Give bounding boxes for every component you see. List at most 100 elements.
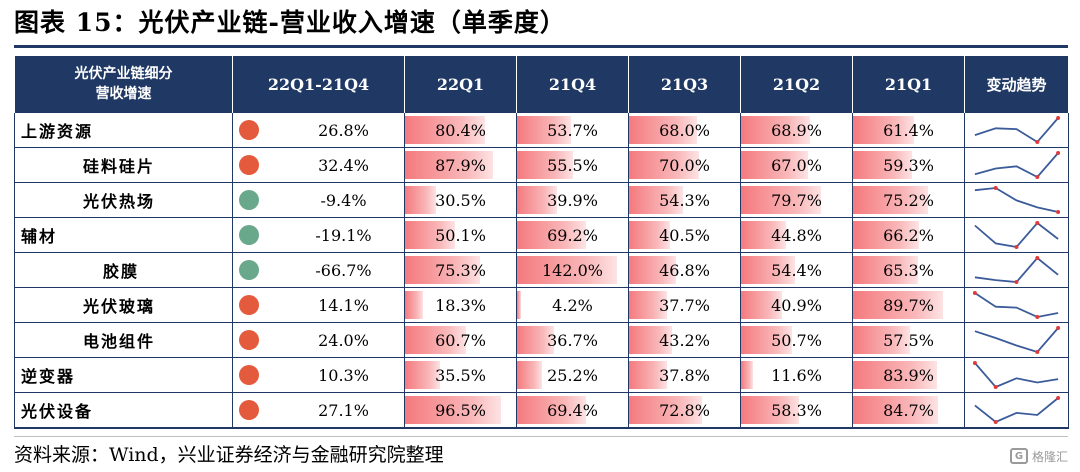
data-bar bbox=[517, 361, 543, 389]
segment-cell: 逆变器 bbox=[14, 357, 233, 393]
segment-cell: 光伏玻璃 bbox=[14, 287, 233, 323]
header-period-21q3: 21Q3 bbox=[628, 56, 741, 113]
growth-cell: -19.1% bbox=[232, 217, 405, 253]
quarter-cell: 96.5% bbox=[404, 392, 517, 429]
quarter-cell: 89.7% bbox=[852, 287, 965, 323]
growth-value: 10.3% bbox=[318, 365, 369, 385]
segment-label: 硅料硅片 bbox=[83, 157, 156, 176]
quarter-value: 40.5% bbox=[659, 225, 710, 245]
quarter-value: 57.5% bbox=[883, 330, 934, 350]
table-body: 上游资源 26.8% 80.4% 53.7% 68.0% 68.9% 61.4% 硅料硅片 32… bbox=[14, 112, 1069, 429]
data-bar bbox=[405, 116, 486, 144]
source-note: 资料来源：Wind，兴业证券经济与金融研究院整理 bbox=[14, 444, 444, 466]
data-bar bbox=[853, 151, 913, 179]
quarter-cell: 39.9% bbox=[516, 182, 629, 218]
growth-cell: 32.4% bbox=[232, 147, 405, 183]
trend-sparkline bbox=[974, 151, 1061, 179]
data-bar bbox=[629, 291, 667, 319]
sparkline-marker bbox=[1035, 140, 1040, 144]
quarter-value: 84.7% bbox=[883, 400, 934, 420]
data-bar bbox=[629, 361, 667, 389]
data-bar bbox=[853, 116, 915, 144]
sparkline-line bbox=[974, 256, 1059, 283]
data-bar bbox=[517, 291, 522, 319]
quarter-cell: 54.4% bbox=[740, 252, 853, 288]
segment-cell: 胶膜 bbox=[14, 252, 233, 288]
segment-cell: 光伏热场 bbox=[14, 182, 233, 218]
data-bar bbox=[741, 256, 796, 284]
data-bar bbox=[741, 396, 800, 424]
quarter-value: 142.0% bbox=[541, 260, 603, 280]
sparkline-marker bbox=[1035, 350, 1040, 354]
quarter-cell: 36.7% bbox=[516, 322, 629, 358]
quarter-value: 58.3% bbox=[771, 400, 822, 420]
increase-dot-icon bbox=[239, 120, 259, 140]
quarter-cell: 50.1% bbox=[404, 217, 517, 253]
data-bar bbox=[517, 151, 573, 179]
trend-cell bbox=[964, 182, 1069, 218]
sparkline-marker bbox=[1056, 116, 1061, 120]
quarter-cell: 60.7% bbox=[404, 322, 517, 358]
quarter-value: 43.2% bbox=[659, 330, 710, 350]
sparkline-line bbox=[974, 117, 1059, 144]
data-bar bbox=[853, 326, 911, 354]
sparkline-marker bbox=[972, 291, 977, 295]
sparkline-marker bbox=[1056, 151, 1061, 155]
data-bar bbox=[741, 221, 786, 249]
sparkline-marker bbox=[1056, 326, 1061, 330]
segment-cell: 上游资源 bbox=[14, 112, 233, 148]
sparkline-marker bbox=[1056, 396, 1061, 400]
quarter-cell: 142.0% bbox=[516, 252, 629, 288]
data-bar bbox=[405, 291, 424, 319]
sparkline-marker bbox=[1035, 315, 1040, 319]
quarter-value: 61.4% bbox=[883, 120, 934, 140]
growth-value: -9.4% bbox=[320, 190, 367, 210]
sparkline-line bbox=[974, 327, 1059, 354]
segment-label: 胶膜 bbox=[103, 262, 140, 281]
quarter-cell: 84.7% bbox=[852, 392, 965, 429]
quarter-cell: 70.0% bbox=[628, 147, 741, 183]
quarter-cell: 46.8% bbox=[628, 252, 741, 288]
data-bar bbox=[853, 361, 937, 389]
trend-sparkline bbox=[974, 326, 1061, 354]
quarter-value: 46.8% bbox=[659, 260, 710, 280]
growth-value: -66.7% bbox=[315, 260, 372, 280]
quarter-cell: 75.2% bbox=[852, 182, 965, 218]
watermark-logo-icon: G bbox=[1009, 448, 1028, 464]
segment-label: 光伏热场 bbox=[83, 192, 156, 211]
sparkline-marker bbox=[1014, 280, 1019, 284]
data-bar bbox=[517, 256, 617, 284]
segment-label: 电池组件 bbox=[83, 332, 156, 351]
quarter-value: 89.7% bbox=[883, 295, 934, 315]
data-bar bbox=[405, 221, 456, 249]
quarter-cell: 37.7% bbox=[628, 287, 741, 323]
data-bar bbox=[853, 396, 938, 424]
quarter-value: 54.3% bbox=[659, 190, 710, 210]
segment-cell: 硅料硅片 bbox=[14, 147, 233, 183]
trend-sparkline bbox=[972, 361, 1059, 389]
quarter-cell: 68.9% bbox=[740, 112, 853, 148]
table-row: 光伏设备 27.1% 96.5% 69.4% 72.8% 58.3% 84.7% bbox=[14, 392, 1069, 429]
header-segment: 光伏产业链细分 营收增速 bbox=[14, 56, 233, 113]
segment-label: 逆变器 bbox=[21, 367, 76, 386]
revenue-growth-table: 光伏产业链细分 营收增速 22Q1-21Q4 22Q1 21Q4 21Q3 21… bbox=[14, 56, 1069, 429]
quarter-cell: 79.7% bbox=[740, 182, 853, 218]
quarter-value: 83.9% bbox=[883, 365, 934, 385]
growth-cell: 27.1% bbox=[232, 392, 405, 429]
data-bar bbox=[405, 396, 502, 424]
growth-value: 32.4% bbox=[318, 155, 369, 175]
quarter-value: 65.3% bbox=[883, 260, 934, 280]
quarter-value: 50.1% bbox=[435, 225, 486, 245]
sparkline-marker bbox=[1056, 210, 1061, 214]
sparkline-marker bbox=[1014, 245, 1019, 249]
data-bar bbox=[517, 396, 587, 424]
quarter-cell: 57.5% bbox=[852, 322, 965, 358]
data-bar bbox=[741, 361, 753, 389]
growth-cell: 26.8% bbox=[232, 112, 405, 148]
table-row: 辅材 -19.1% 50.1% 69.2% 40.5% 44.8% 66.2% bbox=[14, 217, 1069, 253]
trend-sparkline bbox=[972, 291, 1059, 319]
segment-label: 上游资源 bbox=[21, 122, 94, 141]
sparkline-marker bbox=[972, 361, 977, 365]
growth-cell: 24.0% bbox=[232, 322, 405, 358]
title-rule bbox=[14, 45, 1068, 48]
